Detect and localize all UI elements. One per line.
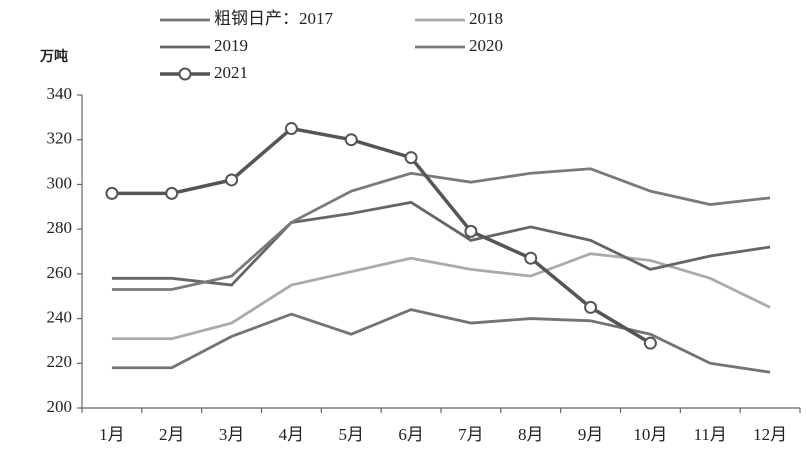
series-marker	[225, 173, 239, 187]
series-line	[111, 308, 771, 374]
y-tick-label: 240	[47, 307, 73, 326]
series-line	[111, 167, 771, 291]
series-marker	[284, 122, 298, 136]
series-marker	[643, 336, 657, 350]
y-tick-label: 260	[47, 263, 73, 282]
y-tick-label: 280	[47, 218, 73, 237]
legend-label: 粗钢日产：2017	[214, 9, 333, 28]
x-tick-label: 7月	[458, 425, 484, 444]
legend-label: 2019	[214, 36, 248, 55]
y-tick-label: 220	[47, 352, 73, 371]
y-tick-label: 320	[47, 129, 73, 148]
x-tick-label: 3月	[219, 425, 245, 444]
x-tick-label: 9月	[578, 425, 604, 444]
y-tick-label: 300	[47, 173, 73, 192]
y-tick-label: 340	[47, 84, 73, 103]
series-line	[111, 200, 771, 287]
series-marker	[404, 151, 418, 165]
legend-marker	[178, 67, 192, 81]
x-tick-label: 8月	[518, 425, 544, 444]
legend-label: 2020	[469, 36, 503, 55]
series-line	[111, 252, 771, 341]
series-line	[111, 126, 652, 345]
legend-label: 2018	[469, 9, 503, 28]
series-marker	[584, 300, 598, 314]
legend-label: 2021	[214, 63, 248, 82]
series-marker	[165, 186, 179, 200]
x-tick-label: 11月	[694, 425, 727, 444]
series-marker	[344, 133, 358, 147]
series-marker	[105, 186, 119, 200]
x-tick-label: 4月	[279, 425, 305, 444]
series-marker	[524, 251, 538, 265]
series-marker	[464, 224, 478, 238]
x-tick-label: 10月	[633, 425, 667, 444]
x-tick-label: 5月	[339, 425, 365, 444]
y-tick-label: 200	[47, 397, 73, 416]
x-tick-label: 12月	[753, 425, 787, 444]
x-tick-label: 1月	[99, 425, 125, 444]
x-tick-label: 6月	[398, 425, 424, 444]
x-tick-label: 2月	[159, 425, 185, 444]
y-unit: 万吨	[39, 48, 68, 65]
